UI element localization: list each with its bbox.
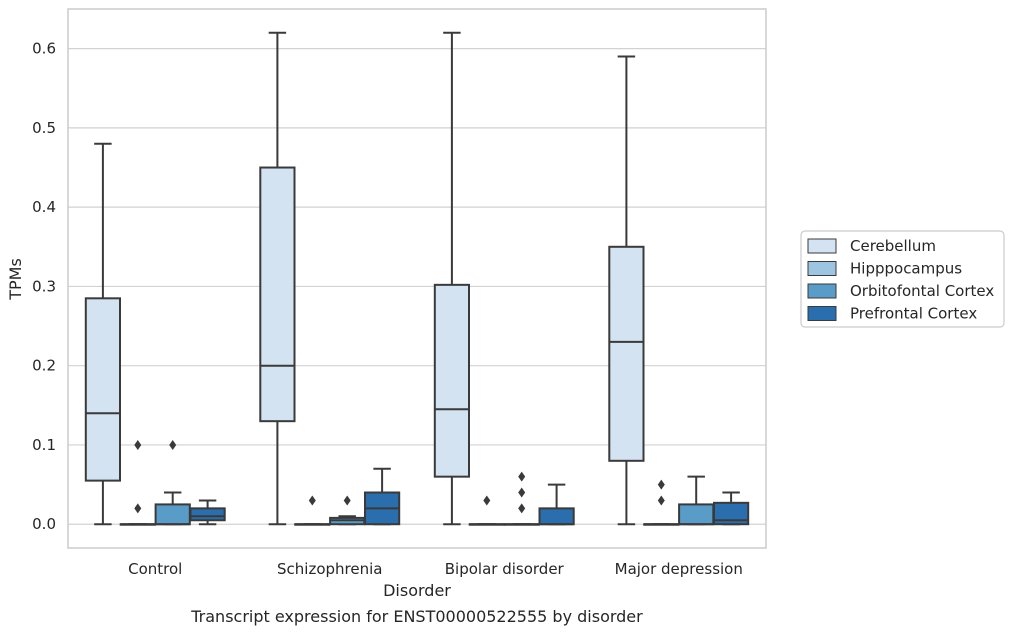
box-group (538, 483, 575, 526)
plot-frame (67, 8, 767, 549)
box-group (643, 479, 680, 526)
legend-label: Prefrontal Cortex (850, 305, 977, 323)
box-iqr (712, 501, 750, 526)
box-group (608, 55, 645, 526)
legend-label: Orbitofontal Cortex (850, 282, 994, 300)
y-tick-label: 0.6 (32, 40, 56, 58)
outlier-point (657, 479, 665, 490)
outlier-point (518, 487, 526, 498)
y-tick-label: 0.2 (32, 357, 56, 375)
box-group (503, 471, 540, 526)
y-tick-label: 0.3 (32, 277, 56, 295)
box-group (712, 491, 750, 526)
box-group (468, 495, 505, 526)
legend-frame (800, 230, 1005, 328)
legend-label: Hipppocampus (850, 260, 962, 278)
box-group (678, 475, 715, 526)
box-group (329, 495, 366, 526)
y-tick-labels: 0.0 0.1 0.2 0.3 0.4 0.5 0.6 (32, 40, 56, 534)
box-iqr (678, 503, 715, 526)
x-tick-label: Schizophrenia (277, 560, 382, 578)
legend-swatch (807, 306, 837, 321)
y-tick-label: 0.0 (32, 515, 56, 533)
outlier-point (343, 495, 351, 506)
box-layer (84, 31, 750, 526)
outlier-point (134, 503, 142, 514)
outlier-point (308, 495, 316, 506)
legend-label: Cerebellum (850, 237, 936, 255)
y-tick-label: 0.5 (32, 119, 56, 137)
x-tick-labels: Control Schizophrenia Bipolar disorder Majo… (128, 560, 743, 578)
x-tick-label: Control (128, 560, 182, 578)
legend-swatch (807, 261, 837, 276)
box-iqr (154, 503, 191, 526)
box-group (363, 467, 401, 526)
box-iqr (84, 297, 122, 482)
outlier-point (169, 439, 177, 450)
legend-swatch (807, 238, 837, 254)
chart-caption: Transcript expression for ENST0000052255… (190, 607, 643, 626)
box-group (154, 439, 191, 526)
x-axis-label: Disorder (383, 581, 451, 600)
box-group (119, 439, 156, 526)
outlier-point (518, 471, 526, 482)
box-iqr (259, 166, 296, 423)
grid-layer (68, 48, 766, 525)
box-group (84, 142, 122, 526)
outlier-point (518, 503, 526, 514)
box-iqr (189, 507, 226, 522)
legend-swatch (807, 283, 837, 299)
y-tick-label: 0.1 (32, 436, 56, 454)
outlier-point (483, 495, 491, 506)
outlier-point (134, 439, 142, 450)
outlier-point (657, 495, 665, 506)
box-group (433, 31, 471, 526)
box-group (294, 495, 331, 526)
box-group (259, 31, 296, 526)
box-group (189, 499, 226, 526)
box-iqr (433, 283, 471, 478)
box-iqr (608, 245, 645, 462)
x-tick-label: Bipolar disorder (445, 560, 565, 578)
box-iqr (538, 507, 575, 526)
y-tick-label: 0.4 (32, 198, 56, 216)
legend: Cerebellum Hipppocampus Orbitofontal Corte… (800, 230, 1005, 328)
x-tick-label: Major depression (615, 560, 743, 578)
y-axis-label: TPMs (6, 258, 25, 301)
